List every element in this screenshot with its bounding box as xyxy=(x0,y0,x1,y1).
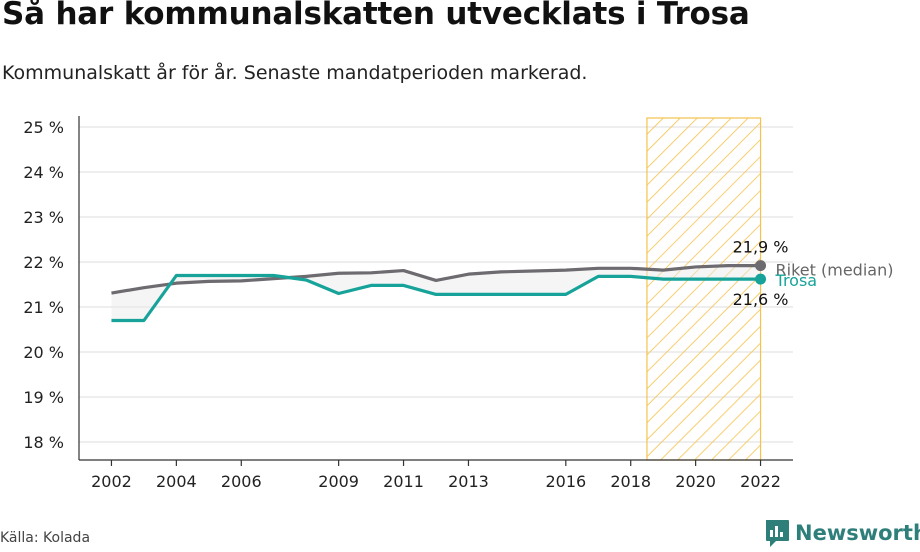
y-tick-label: 19 % xyxy=(23,388,64,407)
highlight-rect xyxy=(646,117,762,461)
y-tick-label: 23 % xyxy=(23,208,64,227)
series-lines xyxy=(111,260,767,323)
y-tick-label: 24 % xyxy=(23,163,64,182)
y-tick-label: 25 % xyxy=(23,118,64,137)
x-tick-label: 2020 xyxy=(675,472,716,491)
x-tick-label: 2004 xyxy=(156,472,197,491)
x-tick-label: 2018 xyxy=(610,472,651,491)
x-tick-label: 2011 xyxy=(383,472,424,491)
x-tick-label: 2002 xyxy=(91,472,132,491)
y-tick-label: 18 % xyxy=(23,433,64,452)
series-value-label-1: 21,6 % xyxy=(733,290,789,309)
series-end-dot-0 xyxy=(755,260,767,272)
y-tick-label: 21 % xyxy=(23,298,64,317)
series-value-label-0: 21,9 % xyxy=(733,238,789,257)
x-tick-label: 2022 xyxy=(740,472,781,491)
chart-subtitle: Kommunalskatt år för år. Senaste mandatp… xyxy=(2,62,588,84)
y-tick-label: 20 % xyxy=(23,343,64,362)
series-labels: 21,9 % 21,6 % Riket (median)Trosa xyxy=(733,238,894,310)
newsworthy-logo-icon xyxy=(766,520,789,547)
x-tick-label: 2013 xyxy=(448,472,489,491)
x-tick-label: 2006 xyxy=(221,472,262,491)
x-tick-label: 2016 xyxy=(545,472,586,491)
highlight-period xyxy=(646,117,762,461)
axes: 18 % 19 % 20 % 21 % 22 % 23 % 24 % 25 % 2002 2004… xyxy=(23,116,793,491)
chart-title: Så har kommunalskatten utvecklats i Tros… xyxy=(2,0,750,32)
series-line-0 xyxy=(111,264,761,295)
x-tick-label: 2009 xyxy=(318,472,359,491)
series-line-1 xyxy=(111,273,761,323)
y-tick-label: 22 % xyxy=(23,253,64,272)
brand-name: Newsworthy xyxy=(795,521,920,545)
series-end-dot-1 xyxy=(755,273,767,285)
brand-logo: Newsworthy xyxy=(764,518,920,548)
series-name-label-0: Riket (median) xyxy=(776,261,894,280)
series-name-label-1: Trosa xyxy=(775,271,818,290)
source-text: Källa: Kolada xyxy=(0,530,91,546)
